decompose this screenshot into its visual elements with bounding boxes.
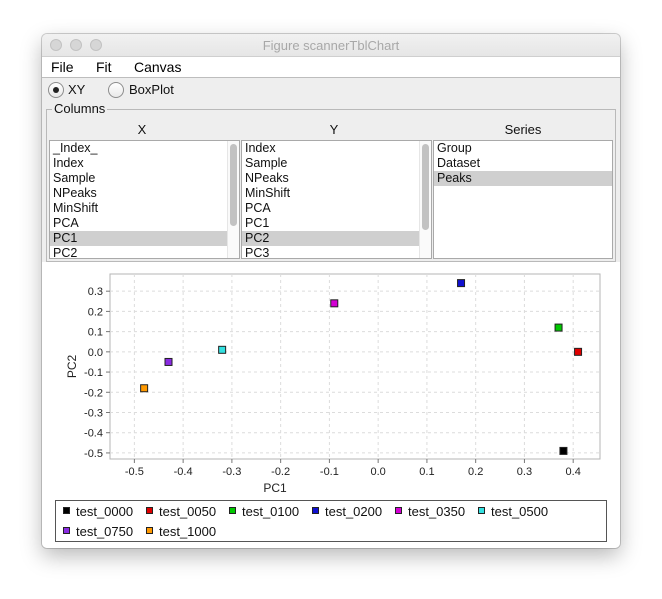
y-tick-label: 0.0 xyxy=(88,347,103,359)
legend-swatch xyxy=(146,527,153,534)
legend-swatch xyxy=(478,507,485,514)
legend-swatch xyxy=(229,507,236,514)
x-tick-label: 0.4 xyxy=(566,466,581,478)
chart-legend: test_0000 test_0050 test_0100 test_0200 test… xyxy=(55,500,607,542)
y-column-list-item[interactable]: PC2 xyxy=(242,231,431,246)
x-column-list-item[interactable]: _Index_ xyxy=(53,141,98,155)
x-tick-label: -0.3 xyxy=(222,466,241,478)
scatter-point-test_0350[interactable] xyxy=(330,299,339,308)
x-column-list-item[interactable]: PC2 xyxy=(53,246,78,259)
y-column-list[interactable]: Index Sample NPeaks MinShift PCA PC1 PC2 PC3 xyxy=(241,140,432,259)
x-column-list-item[interactable]: Index xyxy=(53,156,84,170)
scatter-point-test_0050[interactable] xyxy=(574,347,583,356)
columns-group: Columns X Y Series _Index_ Index Sample NPe… xyxy=(46,101,616,262)
y-column-list-item[interactable]: PC1 xyxy=(245,216,270,230)
x-column-list[interactable]: _Index_ Index Sample NPeaks MinShift PCA PC1 PC… xyxy=(49,140,240,259)
legend-label: test_1000 xyxy=(159,524,217,539)
y-tick-label: 0.1 xyxy=(88,327,103,339)
scatter-point-test_0000[interactable] xyxy=(559,446,568,455)
x-tick-label: -0.5 xyxy=(125,466,144,478)
x-tick-label: -0.1 xyxy=(320,466,339,478)
x-column-header: X xyxy=(137,122,147,137)
minimize-window-button[interactable] xyxy=(70,39,82,51)
boxplot-radio[interactable] xyxy=(108,82,124,98)
scatter-point-test_1000[interactable] xyxy=(140,384,149,393)
y-column-list-item[interactable]: Index xyxy=(245,141,276,155)
y-column-list-item[interactable]: NPeaks xyxy=(245,171,289,185)
scatter-point-test_0750[interactable] xyxy=(164,357,173,366)
x-list-scrollbar[interactable] xyxy=(227,141,239,258)
y-column-list-item[interactable]: MinShift xyxy=(245,186,291,200)
x-column-list-item[interactable]: PCA xyxy=(53,216,79,230)
xy-radio[interactable] xyxy=(48,82,64,98)
plot-area[interactable] xyxy=(109,273,601,460)
x-axis-label: PC1 xyxy=(263,481,287,495)
x-column-list-item[interactable]: Sample xyxy=(53,171,96,185)
legend-label: test_0100 xyxy=(242,504,300,519)
boxplot-radio-label[interactable]: BoxPlot xyxy=(129,82,174,97)
y-column-header: Y xyxy=(329,122,339,137)
figure-window: Figure scannerTblChart File Fit Canvas X… xyxy=(42,34,620,548)
y-tick-label: 0.2 xyxy=(88,306,103,318)
y-column-list-item[interactable]: Sample xyxy=(245,156,288,170)
legend-label: test_0050 xyxy=(159,504,217,519)
legend-label: test_0200 xyxy=(325,504,383,519)
x-tick-label: 0.0 xyxy=(371,466,386,478)
x-tick-label: -0.4 xyxy=(174,466,193,478)
legend-label: test_0350 xyxy=(408,504,466,519)
menu-fit[interactable]: Fit xyxy=(96,59,112,75)
y-list-scroll-thumb[interactable] xyxy=(422,144,429,230)
scatter-point-test_0500[interactable] xyxy=(218,345,227,354)
y-tick-label: -0.1 xyxy=(84,367,103,379)
x-tick-label: 0.2 xyxy=(468,466,483,478)
legend-swatch xyxy=(146,507,153,514)
x-tick-label: 0.3 xyxy=(517,466,532,478)
legend-swatch xyxy=(312,507,319,514)
window-title: Figure scannerTblChart xyxy=(262,38,400,53)
legend-swatch xyxy=(395,507,402,514)
y-tick-label: -0.3 xyxy=(84,407,103,419)
menu-file[interactable]: File xyxy=(51,59,74,75)
legend-label: test_0750 xyxy=(76,524,134,539)
y-column-list-item[interactable]: PC3 xyxy=(245,246,270,259)
y-tick-label: -0.4 xyxy=(84,428,103,440)
legend-swatch xyxy=(63,527,70,534)
scatter-chart[interactable]: -0.5 -0.4 -0.3 -0.2 -0.1 0.0 0.1 0.2 0.3 0.4 0.3 0.… xyxy=(42,262,620,498)
x-tick-label: -0.2 xyxy=(271,466,290,478)
xy-radio-label[interactable]: XY xyxy=(68,82,86,97)
y-list-scrollbar[interactable] xyxy=(419,141,431,258)
y-tick-label: 0.3 xyxy=(88,286,103,298)
x-tick-label: 0.1 xyxy=(419,466,434,478)
series-column-list-item[interactable]: Dataset xyxy=(437,156,481,170)
legend-swatch xyxy=(63,507,70,514)
scatter-point-test_0100[interactable] xyxy=(554,323,563,332)
series-column-list[interactable]: Group Dataset Peaks xyxy=(433,140,613,259)
menu-bar: File Fit Canvas xyxy=(42,57,620,78)
x-column-list-item[interactable]: NPeaks xyxy=(53,186,97,200)
y-column-list-item[interactable]: PCA xyxy=(245,201,271,215)
scatter-point-test_0200[interactable] xyxy=(457,279,466,288)
close-window-button[interactable] xyxy=(50,39,62,51)
menu-canvas[interactable]: Canvas xyxy=(134,59,182,75)
series-column-list-item[interactable]: Group xyxy=(437,141,472,155)
legend-label: test_0500 xyxy=(491,504,549,519)
series-column-header: Series xyxy=(504,122,542,137)
title-bar[interactable]: Figure scannerTblChart xyxy=(42,34,620,57)
y-axis-label: PC2 xyxy=(65,355,79,379)
x-column-list-item[interactable]: MinShift xyxy=(53,201,99,215)
zoom-window-button[interactable] xyxy=(90,39,102,51)
series-column-list-item[interactable]: Peaks xyxy=(434,171,612,186)
legend-label: test_0000 xyxy=(76,504,134,519)
y-tick-label: -0.2 xyxy=(84,387,103,399)
x-column-list-item[interactable]: PC1 xyxy=(50,231,239,246)
x-list-scroll-thumb[interactable] xyxy=(230,144,237,226)
y-tick-label: -0.5 xyxy=(84,448,103,460)
columns-group-title: Columns xyxy=(52,101,108,116)
